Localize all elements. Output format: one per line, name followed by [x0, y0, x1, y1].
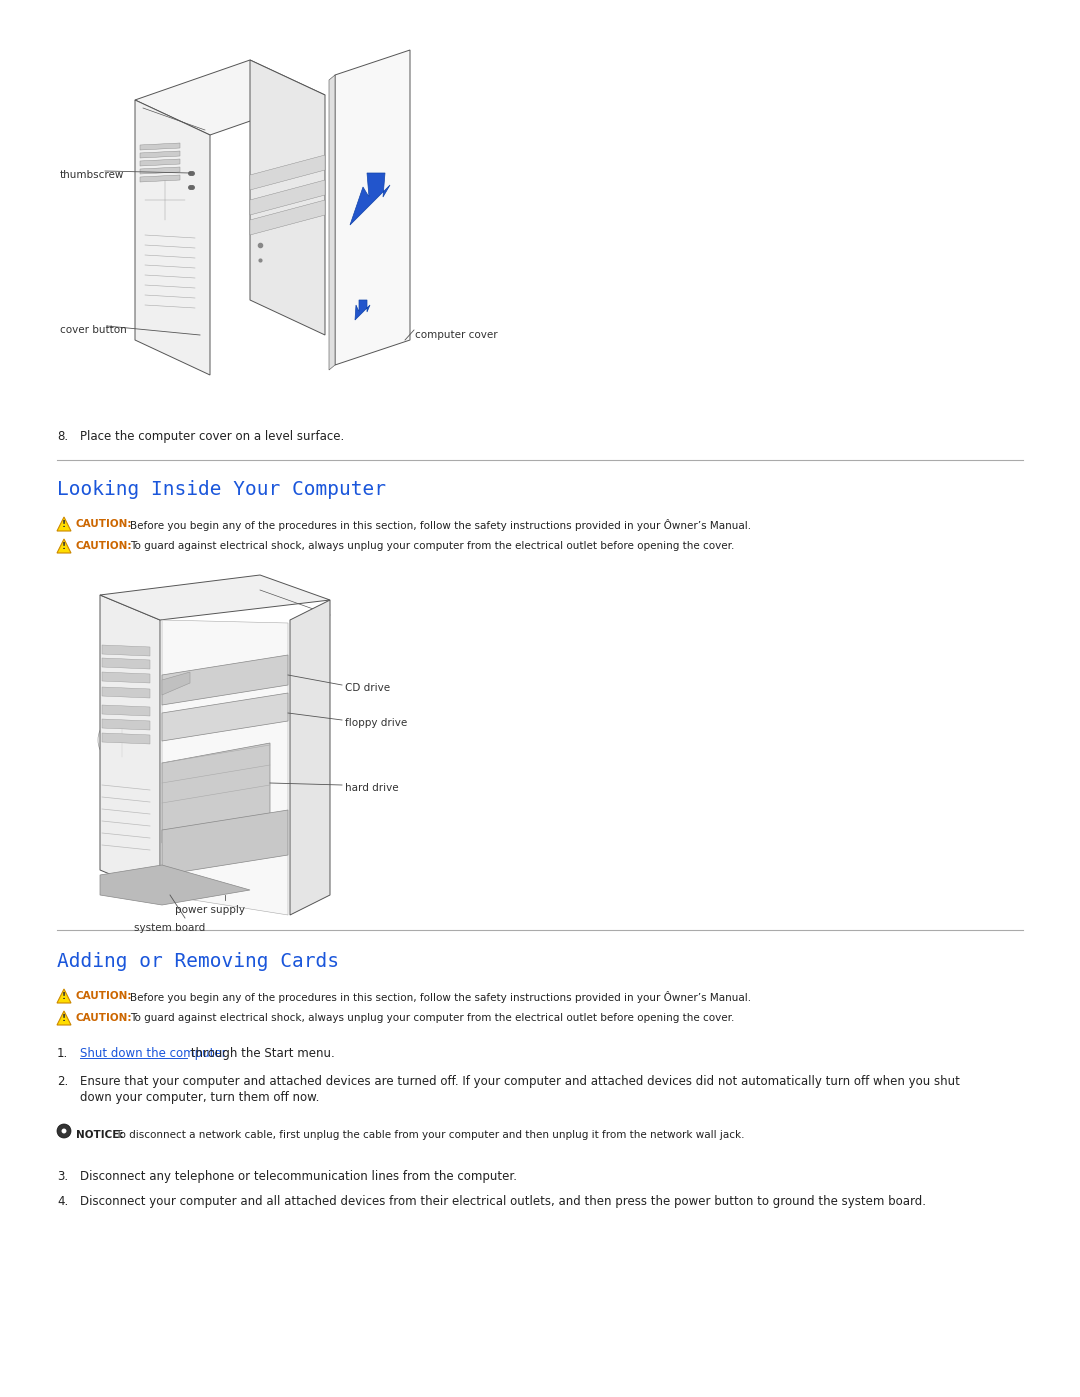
Text: Disconnect your computer and all attached devices from their electrical outlets,: Disconnect your computer and all attache…: [80, 1194, 926, 1208]
Polygon shape: [100, 865, 249, 905]
Polygon shape: [102, 672, 150, 683]
Text: Shut down the computer: Shut down the computer: [80, 1046, 227, 1060]
Polygon shape: [102, 705, 150, 717]
Text: computer cover: computer cover: [415, 330, 498, 339]
Text: 8.: 8.: [57, 430, 68, 443]
Polygon shape: [162, 810, 288, 875]
Text: floppy drive: floppy drive: [345, 718, 407, 728]
Text: CAUTION:: CAUTION:: [76, 990, 133, 1002]
Polygon shape: [249, 60, 325, 335]
Text: Looking Inside Your Computer: Looking Inside Your Computer: [57, 481, 386, 499]
Polygon shape: [57, 539, 71, 553]
Text: To disconnect a network cable, first unplug the cable from your computer and the: To disconnect a network cable, first unp…: [114, 1130, 744, 1140]
Text: 3.: 3.: [57, 1171, 68, 1183]
Text: power supply: power supply: [175, 905, 245, 915]
Polygon shape: [329, 75, 335, 370]
Text: Before you begin any of the procedures in this section, follow the safety instru: Before you begin any of the procedures i…: [130, 990, 751, 1003]
Polygon shape: [100, 595, 160, 895]
Text: through the Start menu.: through the Start menu.: [187, 1046, 335, 1060]
Polygon shape: [57, 1011, 71, 1025]
Polygon shape: [291, 599, 330, 915]
Text: thumbscrew: thumbscrew: [60, 170, 124, 180]
Text: CAUTION:: CAUTION:: [76, 1013, 133, 1023]
Polygon shape: [140, 159, 180, 166]
Text: system board: system board: [134, 923, 205, 933]
Text: down your computer, turn them off now.: down your computer, turn them off now.: [80, 1091, 320, 1104]
Polygon shape: [335, 50, 410, 365]
Polygon shape: [100, 576, 330, 620]
Polygon shape: [355, 300, 370, 320]
Polygon shape: [162, 620, 288, 915]
Polygon shape: [135, 101, 210, 374]
Polygon shape: [102, 658, 150, 669]
Polygon shape: [102, 719, 150, 731]
Text: Before you begin any of the procedures in this section, follow the safety instru: Before you begin any of the procedures i…: [130, 520, 751, 531]
Text: CD drive: CD drive: [345, 683, 390, 693]
Text: To guard against electrical shock, always unplug your computer from the electric: To guard against electrical shock, alway…: [130, 541, 734, 550]
Text: Ensure that your computer and attached devices are turned off. If your computer : Ensure that your computer and attached d…: [80, 1076, 960, 1088]
Polygon shape: [57, 517, 71, 531]
Polygon shape: [102, 733, 150, 745]
Circle shape: [57, 1125, 71, 1139]
Polygon shape: [249, 200, 325, 235]
Text: !: !: [62, 1014, 66, 1023]
Polygon shape: [162, 672, 190, 694]
Text: 2.: 2.: [57, 1076, 68, 1088]
Polygon shape: [350, 173, 390, 225]
Polygon shape: [140, 151, 180, 158]
Polygon shape: [102, 645, 150, 657]
Text: To guard against electrical shock, always unplug your computer from the electric: To guard against electrical shock, alway…: [130, 1013, 734, 1023]
Polygon shape: [140, 168, 180, 175]
Text: CAUTION:: CAUTION:: [76, 520, 133, 529]
Text: Adding or Removing Cards: Adding or Removing Cards: [57, 951, 339, 971]
Text: CAUTION:: CAUTION:: [76, 541, 133, 550]
Text: Place the computer cover on a level surface.: Place the computer cover on a level surf…: [80, 430, 345, 443]
Text: 4.: 4.: [57, 1194, 68, 1208]
Text: NOTICE:: NOTICE:: [76, 1130, 123, 1140]
Polygon shape: [135, 60, 325, 136]
Text: 1.: 1.: [57, 1046, 68, 1060]
Polygon shape: [162, 655, 288, 705]
Polygon shape: [162, 743, 270, 842]
Polygon shape: [140, 142, 180, 149]
Text: hard drive: hard drive: [345, 782, 399, 793]
Polygon shape: [102, 687, 150, 698]
Polygon shape: [140, 175, 180, 182]
Text: cover button: cover button: [60, 326, 126, 335]
Polygon shape: [57, 989, 71, 1003]
Polygon shape: [162, 693, 288, 740]
Text: Disconnect any telephone or telecommunication lines from the computer.: Disconnect any telephone or telecommunic…: [80, 1171, 517, 1183]
Circle shape: [62, 1129, 67, 1133]
Text: !: !: [62, 520, 66, 529]
Polygon shape: [249, 180, 325, 215]
Text: !: !: [62, 992, 66, 1002]
Text: !: !: [62, 542, 66, 552]
Polygon shape: [249, 155, 325, 190]
